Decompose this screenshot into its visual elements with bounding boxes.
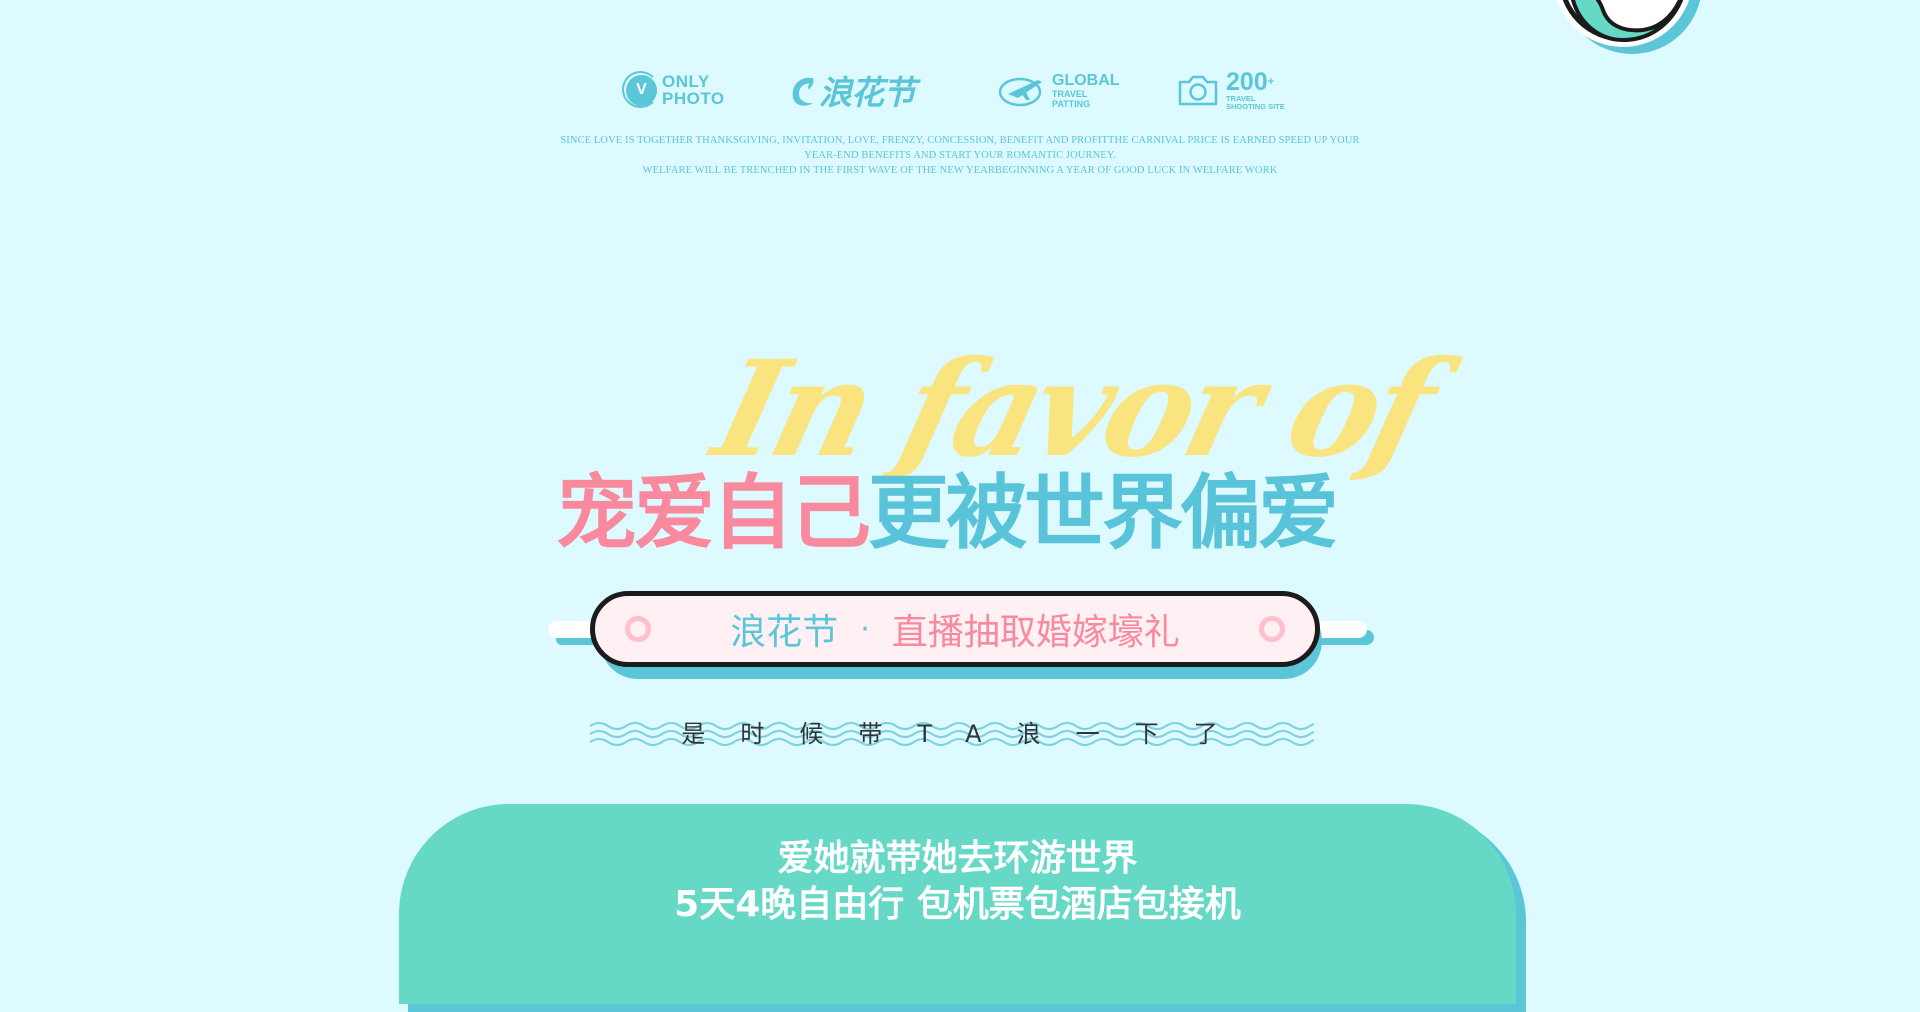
banner-separator: · [860, 611, 870, 647]
only-photo-logo: V ONLY PHOTO [622, 60, 725, 120]
banner-right-ring-icon [1259, 616, 1285, 642]
intro-paragraph: since love is together thanksgiving, inv… [540, 133, 1380, 178]
subtitle-slogan: 是时候带TA浪一下了 [681, 720, 1253, 748]
main-headline: 宠爱自己 更被世界偏爱 [556, 464, 1376, 564]
intro-line-2: year-end benefits and start your romanti… [804, 150, 1116, 161]
only-photo-line1: ONLY [662, 72, 710, 91]
banner-left-ring-icon [625, 616, 651, 642]
banner-left-text: 浪花节 [730, 612, 839, 653]
shooting-site-line2: SHOOTING SITE [1226, 101, 1285, 111]
intro-line-1: since love is together thanksgiving, inv… [560, 135, 1360, 146]
promo-card-line1: 爱她就带她去环游世界 [777, 838, 1138, 879]
intro-line-3: welfare will be trenched in the first wa… [642, 165, 1278, 176]
headline-pink-part: 宠爱自己 [556, 467, 871, 561]
promo-card-line2: 5天4晚自由行 包机票包酒店包接机 [674, 884, 1241, 925]
global-travel-logo: GLOBAL TRAVEL PATTING [998, 60, 1120, 120]
partner-logo-strip: V ONLY PHOTO 浪花节 GLOBAL TRAVEL PATTING 2… [0, 60, 1920, 120]
shooting-site-logo: 200+ TRAVEL SHOOTING SITE [1176, 60, 1285, 120]
shooting-site-plus: + [1267, 75, 1275, 88]
shooting-site-line1: TRAVEL [1226, 93, 1256, 103]
live-draw-banner: 浪花节 · 直播抽取婚嫁壕礼 [590, 591, 1320, 667]
banner-right-text: 直播抽取婚嫁壕礼 [891, 612, 1180, 653]
wave-festival-logo: 浪花节 [787, 60, 916, 120]
wave-lines-decoration [590, 722, 1314, 746]
camera-icon [1178, 75, 1218, 106]
global-line1: TRAVEL [1052, 88, 1088, 99]
globe-plane-icon [998, 77, 1042, 107]
only-photo-badge: V [622, 70, 659, 108]
globe-icon [1556, 0, 1701, 54]
headline-blue-part: 更被世界偏爱 [868, 467, 1339, 561]
shooting-site-number: 200 [1226, 67, 1268, 96]
global-line2: PATTING [1052, 98, 1091, 109]
wave-festival-text: 浪花节 [819, 73, 916, 112]
global-title: GLOBAL [1052, 71, 1120, 89]
only-photo-line2: PHOTO [662, 89, 725, 108]
wave-icon [792, 77, 814, 106]
